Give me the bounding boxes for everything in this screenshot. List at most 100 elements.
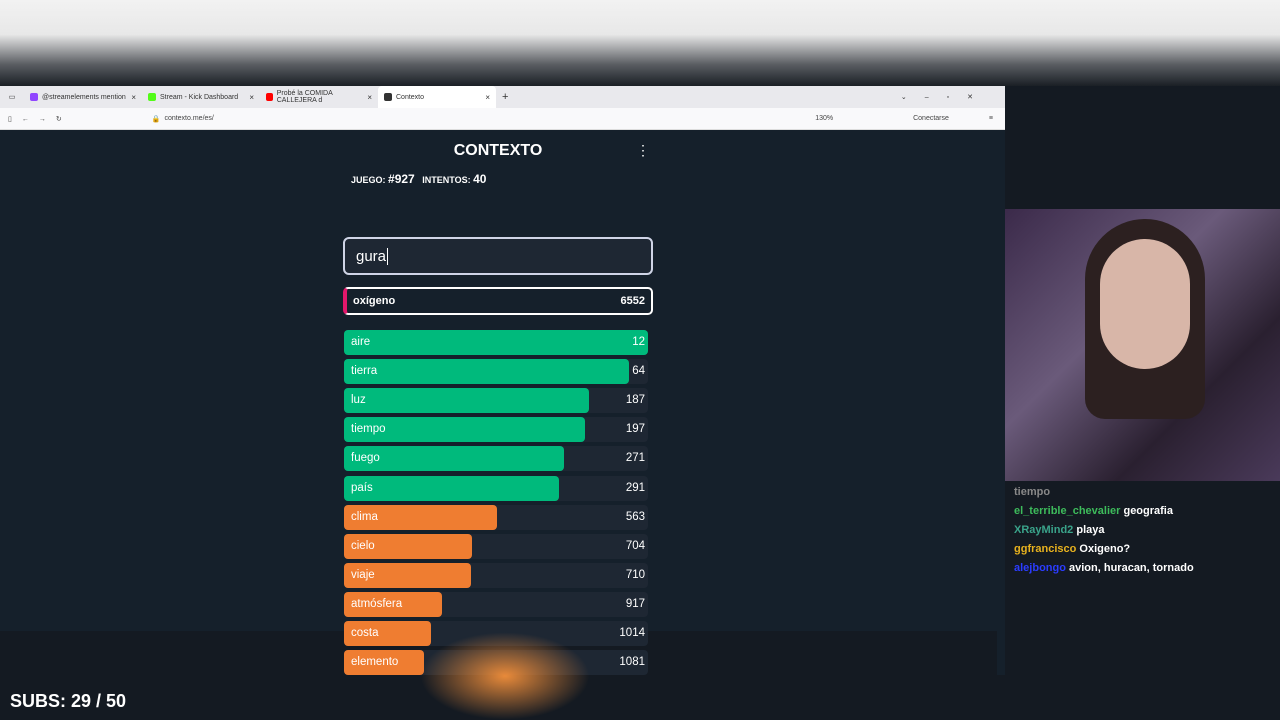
guess-row: luz 187 [344,388,648,414]
guess-rank: 1014 [619,627,645,639]
chat-message: ggfrancisco Oxigeno? [1014,540,1194,559]
guess-word: clima [351,510,378,523]
rank-bar [344,621,431,646]
new-tab-button[interactable]: + [502,91,509,103]
rank-bar [344,504,497,530]
rank-bar [344,533,472,559]
window-controls[interactable]: ⌄–▫✕ [900,94,991,101]
guess-row: fuego 271 [344,446,648,472]
signin-button[interactable]: Conectarse [913,115,949,122]
desktop-background [0,0,1280,86]
guess-row: aire 12 [344,330,648,355]
guess-rank: 64 [632,365,645,378]
rank-bar [344,446,564,472]
browser-tab[interactable]: Stream - Kick Dashboard × [142,86,260,108]
page-title: CONTEXTO [453,142,543,159]
rank-bar [344,475,559,501]
guess-rank: 704 [625,539,645,552]
rank-bar [344,562,471,588]
browser-window: ▭ @streamelements mention × Stream - Kick … [0,86,1005,676]
chat-username: ggfrancisco [1014,543,1077,555]
current-guess: oxígeno 6552 [343,287,653,315]
input-value: gura [356,248,387,265]
guess-row: atmósfera 917 [344,591,648,617]
browser-tab[interactable]: @streamelements mention × [24,86,142,108]
nav-buttons[interactable]: ▯←→↻ [8,115,72,123]
close-tab-icon[interactable]: × [131,92,136,102]
zoom-level[interactable]: 130% [815,115,834,122]
guess-rank: 291 [625,481,645,494]
tab-bar: ▭ @streamelements mention × Stream - Kick … [0,86,1005,108]
favicon-icon [148,93,156,101]
tab-list-icon[interactable]: ▭ [8,94,16,101]
current-rank: 6552 [620,295,645,307]
game-label: JUEGO: [351,175,386,185]
guess-word: cielo [351,539,375,552]
close-tab-icon[interactable]: × [367,92,372,102]
guess-row: costa 1014 [344,621,648,646]
close-tab-icon[interactable]: × [485,92,490,102]
rank-bar [344,359,629,385]
guess-word: país [351,481,373,494]
tab-label: @streamelements mention [42,93,126,101]
guess-row: viaje 710 [344,562,648,588]
game-info: JUEGO: #927 INTENTOS: 40 [351,172,486,186]
favicon-icon [266,93,273,101]
tab-label: Contexto [396,93,425,101]
close-tab-icon[interactable]: × [249,92,254,102]
guess-word: costa [351,627,379,639]
rank-bar [344,330,648,355]
guess-row: tierra 64 [344,359,648,385]
chat-message: XRayMind2 playa [1014,521,1194,540]
browser-tab[interactable]: Contexto × [378,86,496,108]
scrollbar[interactable] [997,174,1005,675]
attempts-count: 40 [473,172,487,186]
guess-word: viaje [351,568,375,581]
rank-bar [344,417,585,443]
word-input[interactable]: gura [343,237,653,275]
rank-bar [344,591,442,617]
webcam-feed [1005,209,1280,481]
chat-username: XRayMind2 [1014,524,1074,536]
chat-username: tiempo [1014,486,1051,498]
chat-overlay: tiempo el_terrible_chevalier geografia XR… [1014,483,1194,578]
guess-rank: 12 [632,336,645,348]
tab-label: Stream - Kick Dashboard [160,93,239,101]
guess-word: atmósfera [351,597,403,610]
guess-row: cielo 704 [344,533,648,559]
chat-message: tiempo [1014,483,1194,502]
guess-rank: 563 [625,510,645,523]
guess-row: tiempo 197 [344,417,648,443]
chat-text: Oxigeno? [1079,543,1131,555]
chat-text: playa [1076,524,1105,536]
rank-bar [344,650,424,676]
guess-row: país 291 [344,475,648,501]
guess-word: aire [351,336,371,348]
game-number: #927 [388,172,415,186]
guess-word: tierra [351,365,378,378]
chat-message: el_terrible_chevalier geografia [1014,502,1194,521]
guess-word: elemento [351,656,399,669]
chat-username: el_terrible_chevalier [1014,505,1121,517]
guess-rank: 1081 [619,656,645,669]
browser-tab[interactable]: Probé la COMIDA CALLEJERA d × [260,86,378,108]
guess-rank: 187 [625,394,645,407]
chat-message: alejbongo avion, huracan, tornado [1014,559,1194,578]
current-word: oxígeno [353,295,396,307]
more-options-icon[interactable]: ⋮ [636,142,650,158]
guess-word: tiempo [351,423,386,436]
guess-word: fuego [351,452,380,465]
favicon-icon [384,93,392,101]
subs-counter: SUBS: 29 / 50 [10,691,127,711]
guess-rank: 710 [625,568,645,581]
chat-username: alejbongo [1014,562,1066,574]
menu-icon[interactable]: ≡ [988,115,993,122]
overlay-glow [420,632,590,720]
favicon-icon [30,93,38,101]
url-field[interactable]: contexto.me/es/ [164,115,214,122]
tab-label: Probé la COMIDA CALLEJERA d [276,90,333,104]
guess-rank: 271 [625,452,645,465]
rank-bar [344,388,589,414]
guess-row: clima 563 [344,504,648,530]
guess-rank: 197 [625,423,645,436]
